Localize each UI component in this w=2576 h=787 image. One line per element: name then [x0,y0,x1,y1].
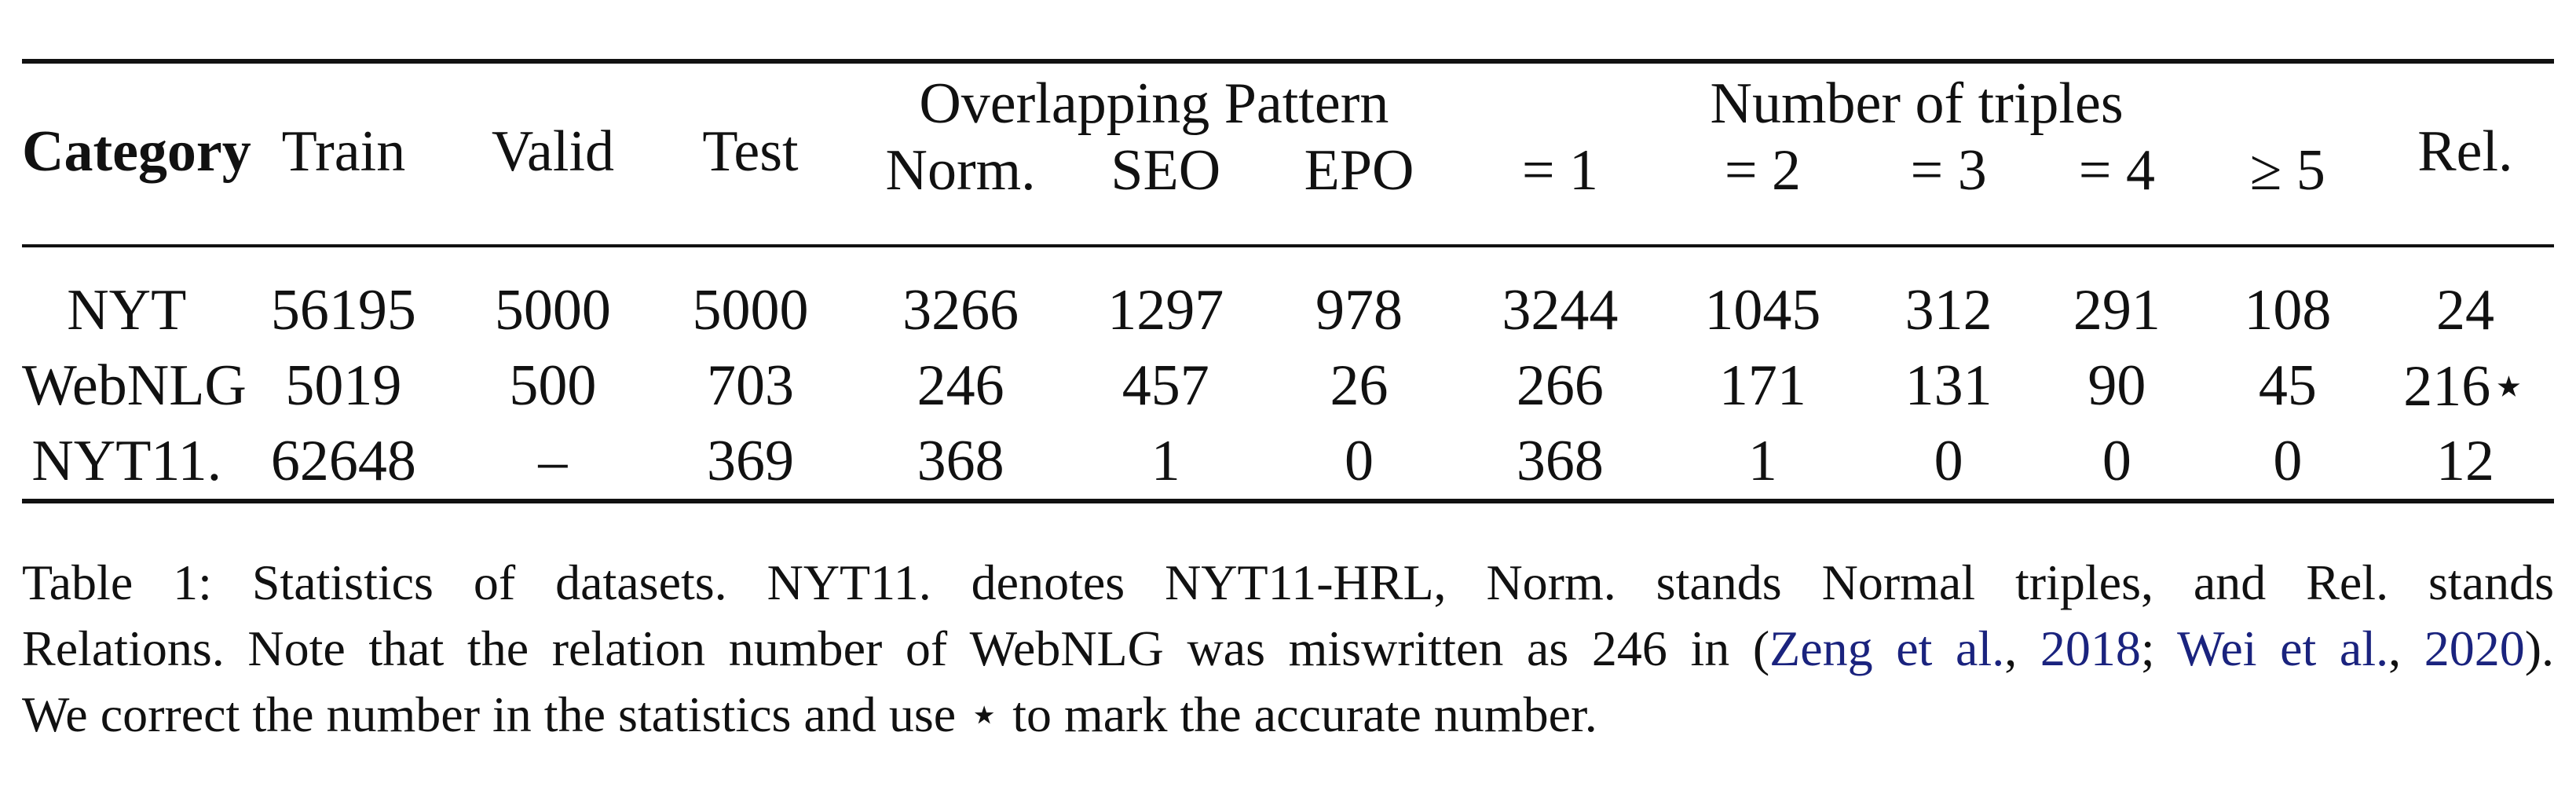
table-row: NYT 56195 5000 5000 3266 1297 978 3244 1… [22,273,2554,348]
cell-category: WebNLG [22,353,247,418]
cell-valid: 5000 [494,277,611,342]
header-eq2: = 2 [1724,138,1802,203]
header-number-of-triples: Number of triples [1710,71,2124,136]
header-valid: Valid [491,119,615,184]
citation-separator: , [2388,620,2424,676]
cell-rel: 216⋆ [2403,353,2527,419]
cell-eq4: 0 [2102,428,2131,493]
cell-epo: 26 [1330,353,1389,418]
cell-test: 369 [707,428,794,493]
citation-separator: ; [2140,620,2178,676]
cell-norm: 368 [917,428,1004,493]
cell-category: NYT [67,277,187,342]
cell-eq2: 1045 [1704,277,1821,342]
cell-test: 703 [707,353,794,418]
caption-line-2-text: Relations. Note that the relation number… [22,620,1770,676]
header-norm: Norm. [885,138,1036,203]
cell-train: 56195 [270,277,416,342]
header-rel: Rel. [2417,119,2513,184]
cell-eq3: 0 [1934,428,1963,493]
caption-line-3: We correct the number in the statistics … [22,686,1597,742]
cell-norm: 246 [917,353,1004,418]
cell-eq3: 131 [1905,353,1992,418]
statistics-table: Category Train Valid Test Overlapping Pa… [22,59,2554,499]
cell-ge5: 108 [2244,277,2332,342]
header-ge5: ≥ 5 [2249,138,2325,203]
top-rule [22,59,2554,64]
cell-valid: 500 [509,353,597,418]
header-train: Train [281,119,406,184]
cell-train: 5019 [285,353,402,418]
header-overlapping-pattern: Overlapping Pattern [919,71,1389,136]
caption-line-2-end: ). [2524,620,2555,676]
cell-eq1: 3244 [1502,277,1619,342]
table-row: NYT11. 62648 – 369 368 1 0 368 1 0 0 0 1… [22,423,2554,499]
cell-rel: 24 [2435,277,2494,342]
cell-rel: 12 [2435,428,2494,493]
header-test: Test [702,119,799,184]
cell-seo: 457 [1122,353,1209,418]
cell-train: 62648 [270,428,416,493]
cell-eq4: 291 [2073,277,2161,342]
citation-wei-year-link[interactable]: 2020 [2424,620,2525,676]
cell-category: NYT11. [31,428,222,493]
cell-eq4: 90 [2088,353,2146,418]
cell-epo: 978 [1315,277,1403,342]
caption-line-2: Relations. Note that the relation number… [22,616,2554,682]
cell-eq1: 266 [1516,353,1604,418]
cell-valid: – [538,428,568,493]
header-seo: SEO [1111,138,1221,203]
bottom-rule [22,499,2554,503]
cell-ge5: 0 [2273,428,2303,493]
citation-zeng-link[interactable]: Zeng et al. [1769,620,2005,676]
header-epo: EPO [1304,138,1414,203]
cell-eq2: 171 [1718,353,1806,418]
citation-separator: , [2004,620,2040,676]
cell-seo: 1297 [1107,277,1224,342]
cell-seo: 1 [1151,428,1180,493]
cell-epo: 0 [1345,428,1374,493]
cell-eq3: 312 [1905,277,1992,342]
header-rule [22,244,2554,247]
table-caption: Table 1: Statistics of datasets. NYT11. … [22,550,2554,748]
cell-norm: 3266 [902,277,1019,342]
header-eq4: = 4 [2078,138,2155,203]
cell-eq2: 1 [1747,428,1777,493]
header-eq3: = 3 [1910,138,1987,203]
cell-eq1: 368 [1516,428,1604,493]
cell-test: 5000 [692,277,809,342]
citation-wei-link[interactable]: Wei et al. [2177,620,2389,676]
table-row: WebNLG 5019 500 703 246 457 26 266 171 1… [22,348,2554,423]
cell-ge5: 45 [2258,353,2317,418]
caption-line-1: Table 1: Statistics of datasets. NYT11. … [22,555,2554,610]
header-eq1: = 1 [1521,138,1599,203]
citation-zeng-year-link[interactable]: 2018 [2040,620,2141,676]
header-category: Category [22,119,251,184]
